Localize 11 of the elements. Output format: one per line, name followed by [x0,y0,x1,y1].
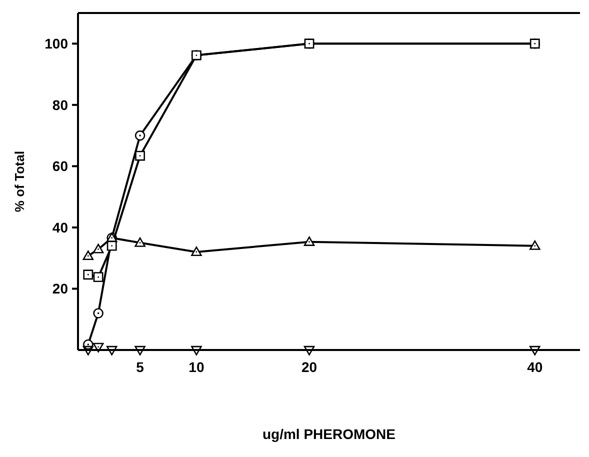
x-tick-label: 10 [188,359,204,375]
y-axis-title: % of Total [12,150,27,212]
y-tick-label: 40 [52,219,68,236]
y-tick-label: 60 [52,158,68,174]
x-tick-label: 20 [301,359,318,375]
y-tick-label: 100 [44,36,68,52]
x-axis-title: ug/ml PHEROMONE [262,426,396,442]
x-tick-label: 40 [527,359,543,375]
y-tick-label: 80 [52,96,68,113]
x-tick-label: 5 [136,359,144,375]
y-tick-label: 20 [52,280,68,297]
